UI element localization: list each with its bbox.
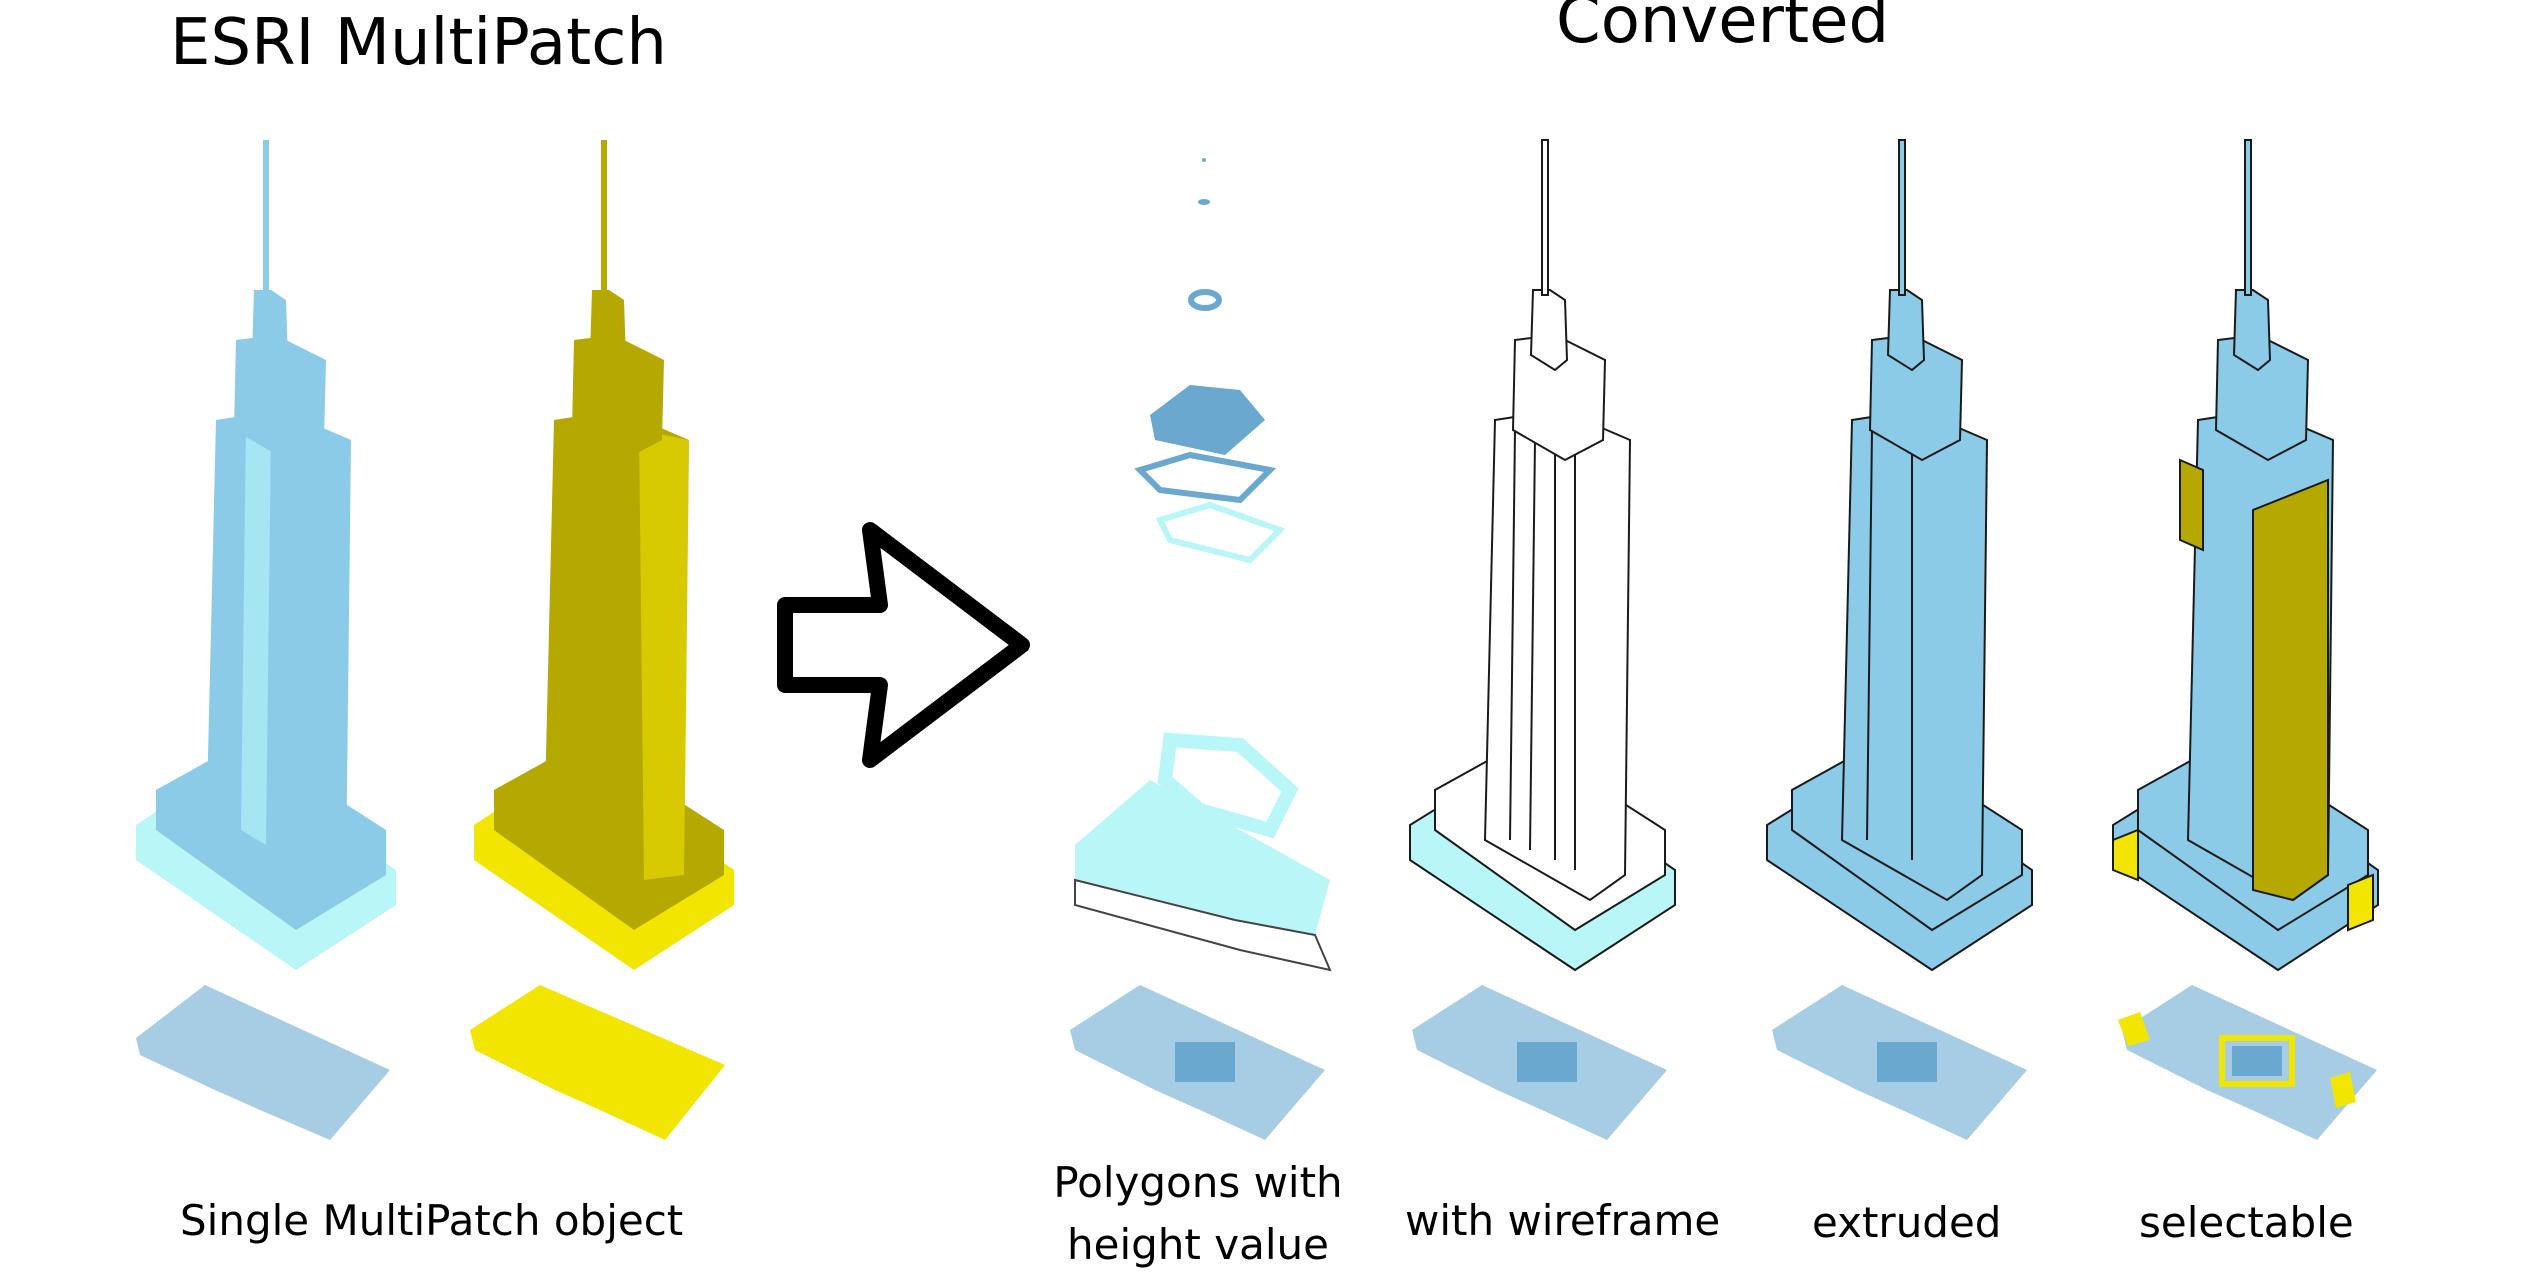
footprint-center-selectable <box>2232 1046 2282 1076</box>
footprint-center-wireframe <box>1517 1042 1577 1082</box>
footprint-yellow <box>470 985 725 1140</box>
caption-polygons: Polygons with height value <box>1048 1152 1348 1276</box>
figure-wireframe <box>1409 139 1676 972</box>
footprint-selected-right <box>2330 1072 2356 1108</box>
footprint-selected-left <box>2118 1012 2150 1046</box>
footprint-blue <box>136 985 390 1140</box>
figure-multipatch-blue <box>136 140 396 970</box>
figure-polygons <box>1074 158 1332 972</box>
caption-polygons-line2: height value <box>1067 1220 1329 1269</box>
figure-extruded <box>1766 139 2033 972</box>
right-arrow-icon <box>777 522 1030 768</box>
title-esri-multipatch: ESRI MultiPatch <box>170 6 667 80</box>
footprint-center-extruded <box>1877 1042 1937 1082</box>
figure-multipatch-yellow <box>474 140 734 970</box>
caption-polygons-line1: Polygons with <box>1053 1158 1343 1207</box>
title-converted: Converted <box>1556 0 1890 58</box>
caption-selectable: selectable <box>2139 1198 2354 1247</box>
caption-extruded: extruded <box>1812 1198 2002 1247</box>
caption-wireframe: with wireframe <box>1405 1196 1721 1245</box>
caption-multipatch: Single MultiPatch object <box>180 1196 684 1245</box>
figure-selectable <box>2112 139 2379 972</box>
footprint-selected-ring <box>2219 1035 2295 1087</box>
footprint-center-polygons <box>1175 1042 1235 1082</box>
